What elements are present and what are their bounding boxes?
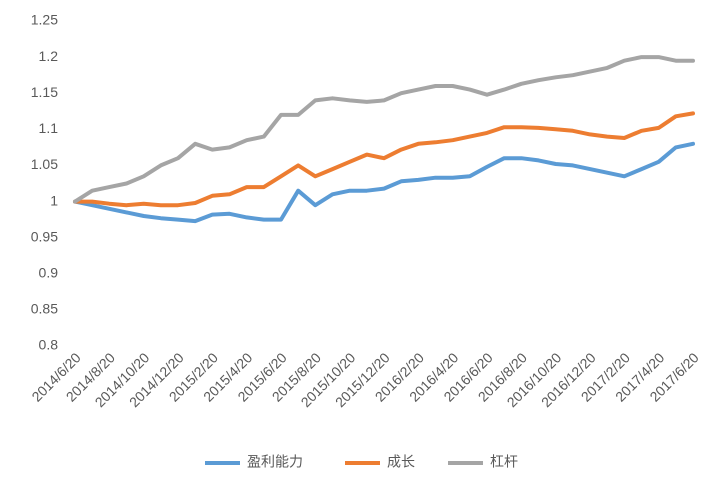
series-line — [73, 141, 695, 224]
legend-label: 盈利能力 — [247, 454, 303, 470]
y-tick-label: 1.25 — [31, 12, 58, 28]
y-tick-label: 0.85 — [31, 301, 58, 317]
y-tick-label: 0.9 — [39, 264, 59, 280]
series-line — [73, 111, 695, 208]
y-tick-label: 1.2 — [39, 48, 59, 64]
y-tick-label: 0.95 — [31, 228, 58, 244]
y-tick-label: 1.05 — [31, 156, 58, 172]
y-tick-label: 1 — [50, 192, 58, 208]
legend-label: 成长 — [387, 454, 415, 470]
series-line — [73, 55, 695, 204]
y-tick-label: 1.1 — [39, 120, 59, 136]
y-tick-label: 0.8 — [39, 337, 59, 353]
legend-label: 杠杆 — [490, 454, 518, 470]
y-tick-label: 1.15 — [31, 84, 58, 100]
